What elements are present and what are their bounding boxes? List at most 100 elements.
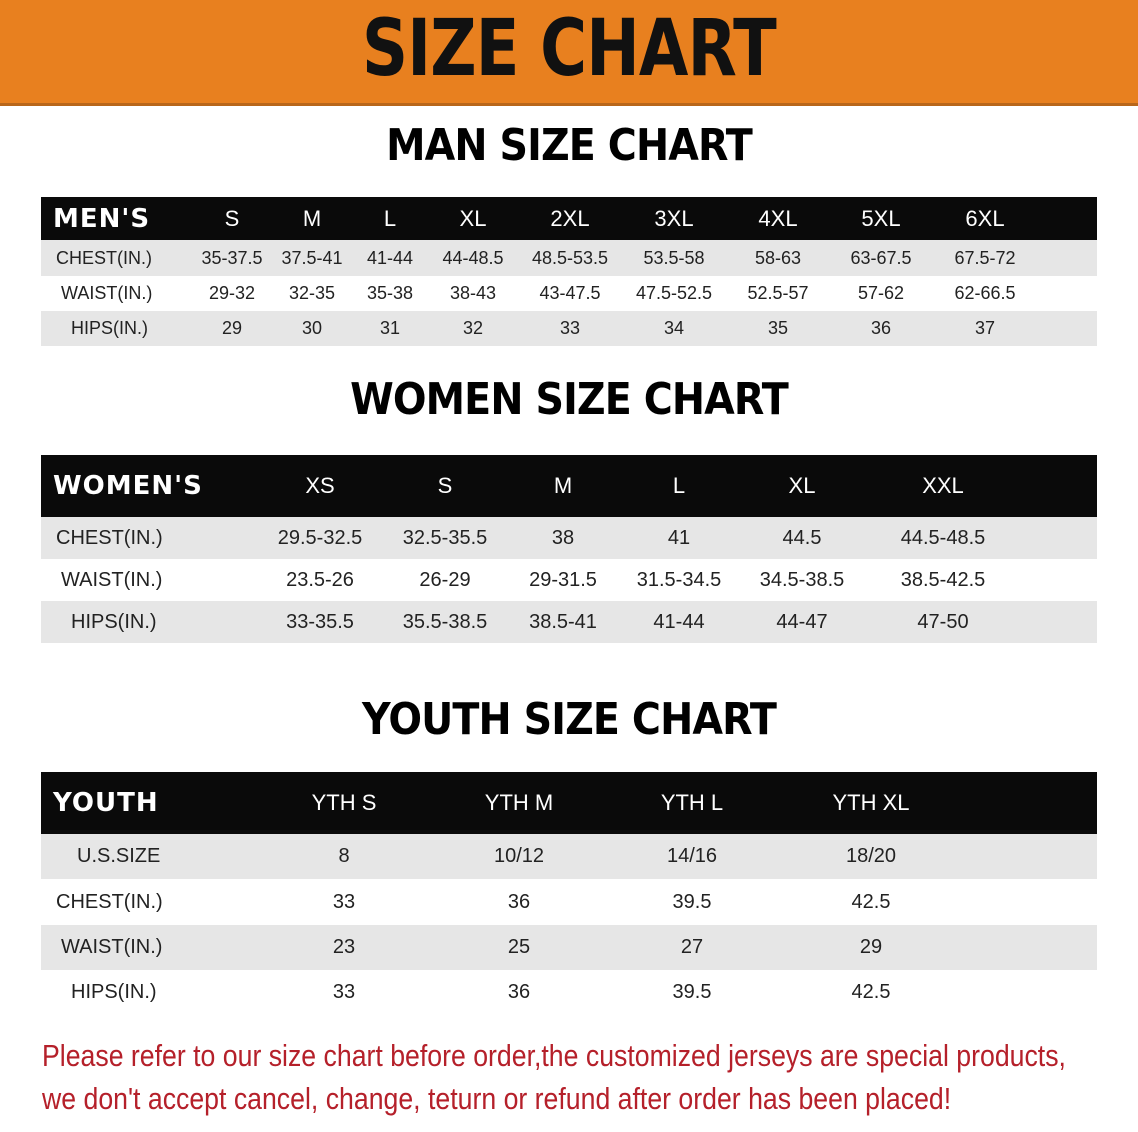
size-header-cell: YTH S <box>311 790 377 815</box>
men-size-table: MEN'S S M L XL 2XL 3XL 4XL 5XL 6XL CHEST(IN.) 35-37… <box>41 197 1097 346</box>
table-cell: 31 <box>379 318 401 338</box>
table-title-cell: YOUTH <box>53 788 159 818</box>
table-cell: 18/20 <box>845 845 897 867</box>
table-title-cell: MEN'S <box>53 203 151 234</box>
table-cell: 33 <box>332 981 356 1003</box>
notice-line-1: Please refer to our size chart before or… <box>42 1038 1066 1073</box>
table-cell: 58-63 <box>754 247 802 268</box>
notice-line-2: we don't accept cancel, change, teturn o… <box>42 1081 952 1116</box>
table-cell: 44.5 <box>782 526 822 549</box>
table-cell: 36 <box>507 981 531 1003</box>
table-row: HIPS(IN.) 33 36 39.5 42.5 <box>41 970 1097 1015</box>
table-cell: 14/16 <box>666 845 718 867</box>
table-cell: 53.5-58 <box>643 247 705 268</box>
row-label: HIPS(IN.) <box>71 610 157 633</box>
table-cell: 47.5-52.5 <box>635 283 713 303</box>
table-row: CHEST(IN.) 33 36 39.5 42.5 <box>41 879 1097 925</box>
table-cell: 33 <box>559 318 581 338</box>
table-cell: 23 <box>332 936 356 958</box>
table-cell: 48.5-53.5 <box>531 247 609 268</box>
women-section-title: WOMEN SIZE CHART <box>350 374 789 425</box>
table-cell: 34.5-38.5 <box>759 568 845 591</box>
women-size-table: WOMEN'S XS S M L XL XXL CHEST(IN.) 29.5-32.5 32.5… <box>41 455 1097 643</box>
table-cell: 44.5-48.5 <box>900 526 986 549</box>
size-header-cell: L <box>383 205 397 231</box>
table-cell: 31.5-34.5 <box>636 568 722 591</box>
table-cell: 39.5 <box>672 981 712 1003</box>
row-label: CHEST(IN.) <box>56 526 163 549</box>
size-header-cell: M <box>302 205 322 231</box>
table-cell: 35.5-38.5 <box>402 610 488 633</box>
table-cell: 39.5 <box>672 890 712 913</box>
table-cell: 29-32 <box>208 283 256 303</box>
banner: SIZE CHART <box>0 0 1138 106</box>
row-label: U.S.SIZE <box>77 845 161 867</box>
size-header-cell: YTH L <box>660 790 724 815</box>
size-header-cell: S <box>224 205 240 231</box>
size-header-cell: YTH M <box>484 790 554 815</box>
size-header-cell: S <box>437 473 453 498</box>
table-cell: 47-50 <box>917 610 969 633</box>
table-cell: 29.5-32.5 <box>277 526 363 549</box>
table-cell: 37.5-41 <box>281 247 343 268</box>
header-row: WOMEN'S XS S M L XL XXL <box>41 455 1097 517</box>
table-cell: 43-47.5 <box>539 283 601 303</box>
table-cell: 44-48.5 <box>442 247 504 268</box>
size-header-cell: XS <box>305 473 335 498</box>
table-cell: 38-43 <box>449 283 497 303</box>
size-header-cell: XL <box>459 205 487 231</box>
size-header-cell: 2XL <box>550 205 590 231</box>
table-cell: 36 <box>507 890 531 913</box>
table-cell: 67.5-72 <box>954 247 1016 268</box>
table-cell: 29 <box>221 318 243 338</box>
row-label: CHEST(IN.) <box>56 890 163 913</box>
table-cell: 10/12 <box>493 845 545 867</box>
row-label: WAIST(IN.) <box>61 283 153 303</box>
table-cell: 33 <box>332 890 356 913</box>
table-cell: 32.5-35.5 <box>402 526 488 549</box>
row-label: WAIST(IN.) <box>61 936 163 958</box>
table-cell: 32 <box>462 318 484 338</box>
youth-size-table: YOUTH YTH S YTH M YTH L YTH XL U.S.SIZE 8 10/12… <box>41 772 1097 1015</box>
table-cell: 26-29 <box>419 568 471 591</box>
table-row: WAIST(IN.) 23 25 27 29 <box>41 925 1097 970</box>
size-header-cell: XL <box>788 473 816 498</box>
table-cell: 30 <box>301 318 323 338</box>
table-cell: 44-47 <box>776 610 828 633</box>
header-row: YOUTH YTH S YTH M YTH L YTH XL <box>41 772 1097 834</box>
table-row: WAIST(IN.) 29-32 32-35 35-38 38-43 43-47.5 47.… <box>41 276 1097 311</box>
table-cell: 57-62 <box>857 283 905 303</box>
table-row: U.S.SIZE 8 10/12 14/16 18/20 <box>41 834 1097 879</box>
size-header-cell: M <box>553 473 573 498</box>
table-cell: 33-35.5 <box>286 610 354 633</box>
size-header-cell: YTH XL <box>832 790 910 815</box>
header-row: MEN'S S M L XL 2XL 3XL 4XL 5XL 6XL <box>41 197 1097 240</box>
table-cell: 34 <box>663 318 685 338</box>
size-header-cell: 5XL <box>861 205 901 231</box>
table-cell: 37 <box>974 318 996 338</box>
table-cell: 52.5-57 <box>747 283 809 303</box>
table-cell: 35 <box>767 318 789 338</box>
row-label: WAIST(IN.) <box>61 568 163 591</box>
size-header-cell: 3XL <box>654 205 694 231</box>
table-cell: 35-37.5 <box>201 247 263 268</box>
table-cell: 27 <box>680 936 704 958</box>
table-cell: 35-38 <box>366 283 414 303</box>
table-row: HIPS(IN.) 29 30 31 32 33 34 35 36 37 <box>41 311 1097 346</box>
table-cell: 41-44 <box>366 247 414 268</box>
table-cell: 38.5-41 <box>529 610 597 633</box>
table-cell: 25 <box>507 936 531 958</box>
table-row: CHEST(IN.) 29.5-32.5 32.5-35.5 38 41 44.5 44.5… <box>41 517 1097 559</box>
table-cell: 42.5 <box>851 890 891 913</box>
size-header-cell: 6XL <box>965 205 1005 231</box>
table-cell: 29 <box>859 936 883 958</box>
size-header-cell: L <box>672 473 686 498</box>
table-cell: 32-35 <box>288 283 336 303</box>
table-cell: 62-66.5 <box>954 283 1016 303</box>
table-title-cell: WOMEN'S <box>53 471 203 501</box>
table-cell: 63-67.5 <box>850 247 912 268</box>
table-row: WAIST(IN.) 23.5-26 26-29 29-31.5 31.5-34.5 34… <box>41 559 1097 601</box>
table-cell: 38.5-42.5 <box>900 568 986 591</box>
row-label: CHEST(IN.) <box>56 247 152 268</box>
